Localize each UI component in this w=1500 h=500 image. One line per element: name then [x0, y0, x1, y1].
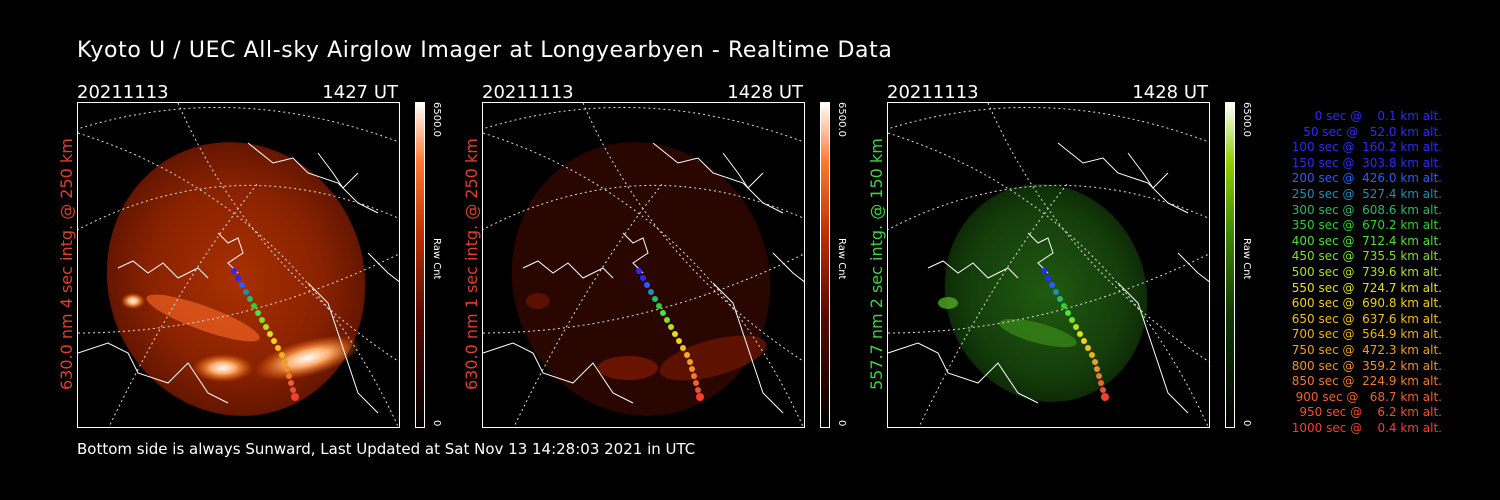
- panel-3-date: 20211113: [887, 82, 979, 103]
- panel-2-image: [482, 102, 805, 428]
- legend-entry: 950 sec @ 6.2 km alt.: [1295, 405, 1442, 420]
- panel-2-map: [483, 103, 804, 427]
- legend-entry: 350 sec @ 670.2 km alt.: [1287, 218, 1442, 233]
- satellite-track: [1041, 268, 1109, 401]
- panel-1-side-label: 630.0 nm 4 sec intg. @ 250 km: [57, 138, 76, 390]
- aurora-patch: [598, 356, 658, 380]
- aurora-arc: [999, 318, 1077, 348]
- coastline: [888, 142, 1209, 414]
- panel-1-colorbar-min: 0: [431, 420, 442, 427]
- aurora-bright-patch: [254, 335, 362, 381]
- panel-2-colorbar-min: 0: [836, 420, 847, 427]
- legend-entry: 150 sec @ 303.8 km alt.: [1287, 155, 1442, 170]
- panel-3-side-label: 557.7 nm 2 sec intg. @ 150 km: [867, 138, 886, 390]
- legend-entry: 100 sec @ 160.2 km alt.: [1287, 140, 1442, 155]
- satellite-track: [231, 268, 299, 401]
- panel-3-colorbar-max: 6500.0: [1241, 102, 1252, 137]
- panel-2-colorbar: [820, 102, 830, 428]
- legend-entry: 550 sec @ 724.7 km alt.: [1287, 280, 1442, 295]
- lat-lon-grid: [78, 103, 399, 427]
- legend-entry: 800 sec @ 359.2 km alt.: [1287, 358, 1442, 373]
- legend-entry: 850 sec @ 224.9 km alt.: [1287, 374, 1442, 389]
- panel-1-date: 20211113: [77, 82, 169, 103]
- panel-3-colorbar: [1225, 102, 1235, 428]
- aurora-bright-patch: [193, 354, 253, 382]
- panel-1-colorbar-unit: Raw Cnt: [431, 238, 442, 280]
- legend-entry: 400 sec @ 712.4 km alt.: [1287, 233, 1442, 248]
- legend-entry: 250 sec @ 527.4 km alt.: [1287, 187, 1442, 201]
- panel-1-colorbar: [415, 102, 425, 428]
- legend-entry: 300 sec @ 608.6 km alt.: [1287, 202, 1442, 217]
- legend-entry: 1000 sec @ 0.4 km alt.: [1291, 421, 1442, 435]
- legend-entry: 650 sec @ 637.6 km alt.: [1287, 311, 1442, 326]
- aurora-patch: [938, 297, 958, 309]
- legend-entry: 0 sec @ 0.1 km alt.: [1303, 109, 1442, 123]
- legend-entry: 750 sec @ 472.3 km alt.: [1287, 343, 1442, 357]
- aurora-patch: [659, 335, 767, 381]
- legend-entry: 200 sec @ 426.0 km alt.: [1287, 171, 1442, 186]
- legend-entry: 700 sec @ 564.9 km alt.: [1287, 327, 1442, 342]
- panel-2-time: 1428 UT: [727, 82, 803, 103]
- legend-entry: 600 sec @ 690.8 km alt.: [1287, 296, 1442, 311]
- panel-1-colorbar-max: 6500.0: [431, 102, 442, 137]
- lat-lon-grid: [483, 103, 804, 427]
- lat-lon-grid: [888, 103, 1209, 427]
- legend-entry: 450 sec @ 735.5 km alt.: [1287, 249, 1442, 264]
- airglow-disk: [944, 184, 1148, 402]
- legend-entry: 900 sec @ 68.7 km alt.: [1291, 389, 1442, 404]
- panel-3-map: [888, 103, 1209, 427]
- aurora-arc: [146, 294, 260, 342]
- page-title: Kyoto U / UEC All-sky Airglow Imager at …: [77, 38, 893, 63]
- panel-2-colorbar-unit: Raw Cnt: [836, 238, 847, 280]
- panel-3-colorbar-min: 0: [1241, 420, 1252, 427]
- panel-1-map: [78, 103, 399, 427]
- panel-2-date: 20211113: [482, 82, 574, 103]
- panel-3-time: 1428 UT: [1132, 82, 1208, 103]
- panel-1-image: [77, 102, 400, 428]
- satellite-track: [636, 268, 704, 401]
- panel-3-image: [887, 102, 1210, 428]
- panel-3-colorbar-unit: Raw Cnt: [1241, 238, 1252, 280]
- coastline: [483, 142, 804, 414]
- airglow-disk: [511, 142, 771, 416]
- footer-status: Bottom side is always Sunward, Last Upda…: [77, 440, 696, 458]
- panel-2-side-label: 630.0 nm 1 sec intg. @ 250 km: [462, 138, 481, 390]
- coastline: [78, 142, 399, 414]
- panel-2-colorbar-max: 6500.0: [836, 102, 847, 137]
- legend-entry: 50 sec @ 52.0 km alt.: [1295, 124, 1442, 139]
- legend-entry: 500 sec @ 739.6 km alt.: [1287, 265, 1442, 279]
- panel-1-time: 1427 UT: [322, 82, 398, 103]
- aurora-patch: [526, 293, 550, 309]
- aurora-bright-patch: [121, 293, 145, 309]
